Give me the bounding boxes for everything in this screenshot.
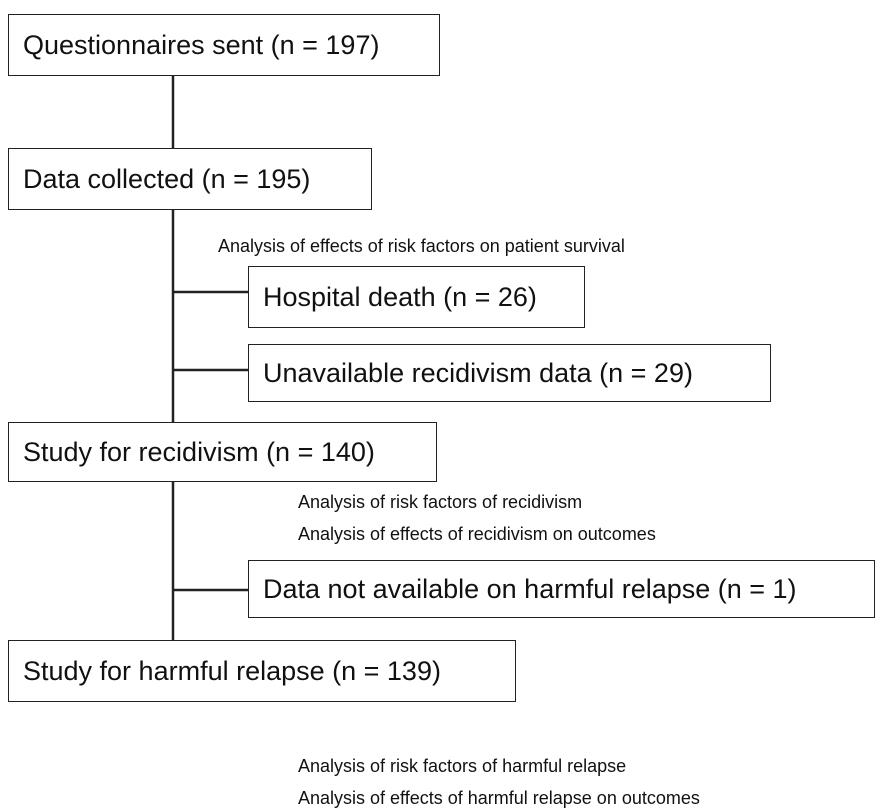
- note: Analysis of risk factors of harmful rela…: [298, 756, 627, 776]
- note: Analysis of risk factors of recidivism: [298, 492, 583, 512]
- node-box: Data not available on harmful relapse (n…: [248, 560, 875, 618]
- node-box: Data collected (n = 195): [8, 148, 372, 210]
- node-box: Unavailable recidivism data (n = 29): [248, 344, 771, 402]
- node-box: Study for harmful relapse (n = 139): [8, 640, 516, 702]
- node-box: Questionnaires sent (n = 197): [8, 14, 440, 76]
- node-box: Hospital death (n = 26): [248, 266, 585, 328]
- note: Analysis of effects of recidivism on out…: [298, 524, 656, 544]
- note: Analysis of effects of risk factors on p…: [218, 236, 625, 256]
- node-box: Study for recidivism (n = 140): [8, 422, 437, 482]
- note: Analysis of effects of harmful relapse o…: [298, 788, 700, 808]
